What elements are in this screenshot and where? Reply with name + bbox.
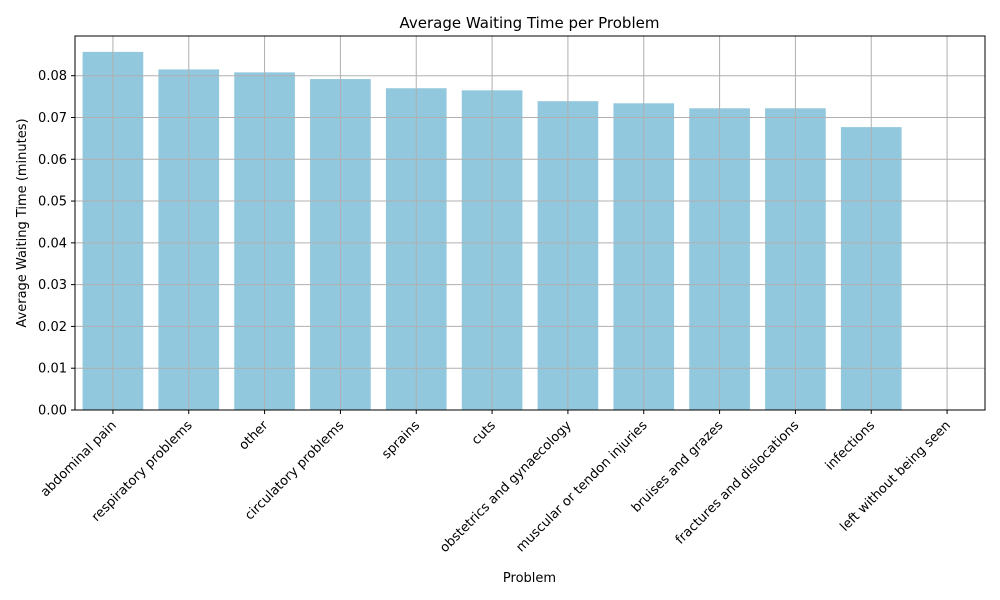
x-tick-label: sprains [379, 418, 423, 462]
x-tick-label: fractures and dislocations [673, 418, 803, 548]
x-tick-label: abdominal pain [38, 418, 120, 500]
y-tick-label: 0.03 [38, 278, 67, 293]
y-tick-label: 0.04 [38, 236, 67, 251]
y-tick-label: 0.00 [38, 404, 67, 419]
chart-title: Average Waiting Time per Problem [400, 14, 660, 32]
x-axis-label: Problem [503, 571, 556, 586]
y-tick-label: 0.08 [38, 69, 67, 84]
x-tick-label: other [236, 418, 272, 454]
y-tick-label: 0.06 [38, 153, 67, 168]
y-tick-label: 0.01 [38, 362, 67, 377]
x-tick-label: obstetrics and gynaecology [437, 418, 575, 556]
x-tick-label: cuts [469, 418, 499, 448]
grid-layer [75, 36, 985, 410]
x-tick-label: muscular or tendon injuries [513, 418, 650, 555]
y-axis-label: Average Waiting Time (minutes) [15, 118, 30, 327]
y-tick-label: 0.05 [38, 195, 67, 210]
y-axis-ticks: 0.00 0.01 0.02 0.03 0.04 0.05 0.06 0.07 0.08 [38, 69, 75, 419]
x-tick-label: infections [823, 418, 878, 473]
y-tick-label: 0.02 [38, 320, 67, 335]
y-tick-label: 0.07 [38, 111, 67, 126]
plot-frame [74, 35, 986, 411]
